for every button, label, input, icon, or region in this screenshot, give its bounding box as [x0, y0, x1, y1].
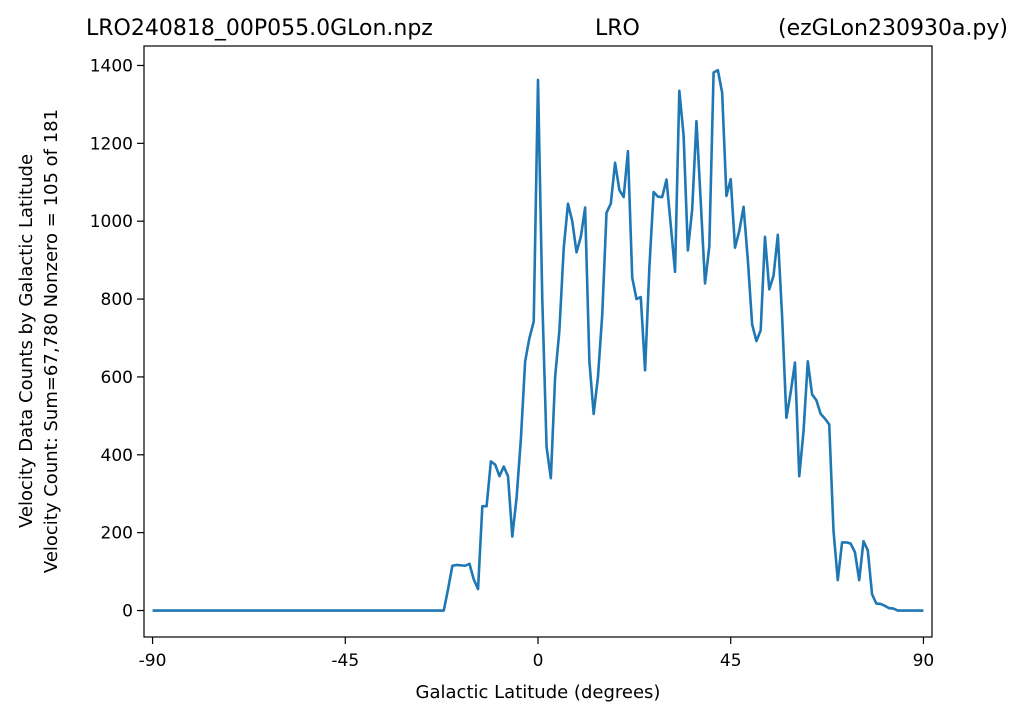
- y-tick-label: 600: [101, 368, 133, 388]
- y-axis-label-line2: Velocity Count: Sum=67,780 Nonzero = 105…: [41, 109, 62, 573]
- chart-title-station: LRO: [595, 16, 640, 41]
- data-series: [152, 68, 924, 612]
- axis-ticks: -90 -45 0 45 90 0 200 400 600 800 1000 1200 1400: [90, 56, 935, 671]
- y-tick-label: 1000: [90, 212, 133, 232]
- y-tick-label: 1400: [90, 56, 133, 76]
- x-tick-label: 0: [533, 651, 544, 671]
- y-tick-label: 0: [122, 602, 133, 622]
- y-tick-label: 200: [101, 524, 133, 544]
- x-tick-label: -90: [139, 651, 167, 671]
- x-tick-label: 90: [913, 651, 935, 671]
- y-tick-label: 400: [101, 446, 133, 466]
- y-tick-label: 1200: [90, 134, 133, 154]
- x-axis-label: Galactic Latitude (degrees): [416, 682, 661, 703]
- chart-title-filename: LRO240818_00P055.0GLon.npz: [86, 16, 433, 41]
- y-axis-label-line1: Velocity Data Counts by Galactic Latitud…: [16, 154, 37, 528]
- series-line: [152, 68, 924, 612]
- x-tick-label: 45: [720, 651, 742, 671]
- x-tick-label: -45: [331, 651, 359, 671]
- y-tick-label: 800: [101, 290, 133, 310]
- chart-title-script: (ezGLon230930a.py): [778, 16, 1008, 41]
